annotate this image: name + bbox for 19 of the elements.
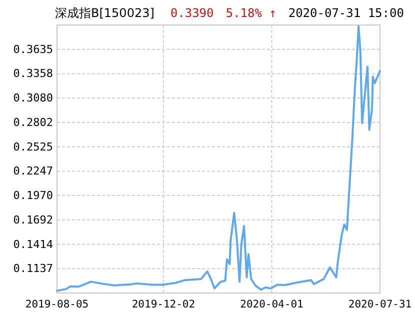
chart-title: 深成指B[150023]: [55, 6, 154, 20]
x-tick-label: 2020-07-31: [348, 298, 412, 310]
x-tick-label: 2020-04-01: [240, 298, 304, 310]
y-tick-label: 0.3080: [13, 92, 53, 105]
y-tick-label: 0.1137: [13, 262, 53, 276]
y-tick-label: 0.1692: [13, 213, 53, 226]
y-tick-label: 0.1414: [13, 238, 54, 251]
y-tick-label: 0.2525: [13, 140, 53, 154]
y-tick-label: 0.3358: [13, 67, 53, 80]
text: 2020-07-31 15:00: [288, 6, 404, 20]
y-tick-label: 0.2802: [13, 116, 53, 130]
text: 5.18% ↑: [226, 6, 276, 20]
y-tick-label: 0.2247: [13, 164, 53, 178]
y-tick-label: 0.3635: [13, 42, 53, 56]
x-tick-label: 2019-12-02: [132, 298, 196, 310]
line-series: [56, 25, 381, 292]
x-tick-label: 2019-08-05: [25, 298, 89, 310]
text: 0.3390: [170, 6, 214, 20]
y-tick-label: 0.1970: [13, 189, 53, 202]
